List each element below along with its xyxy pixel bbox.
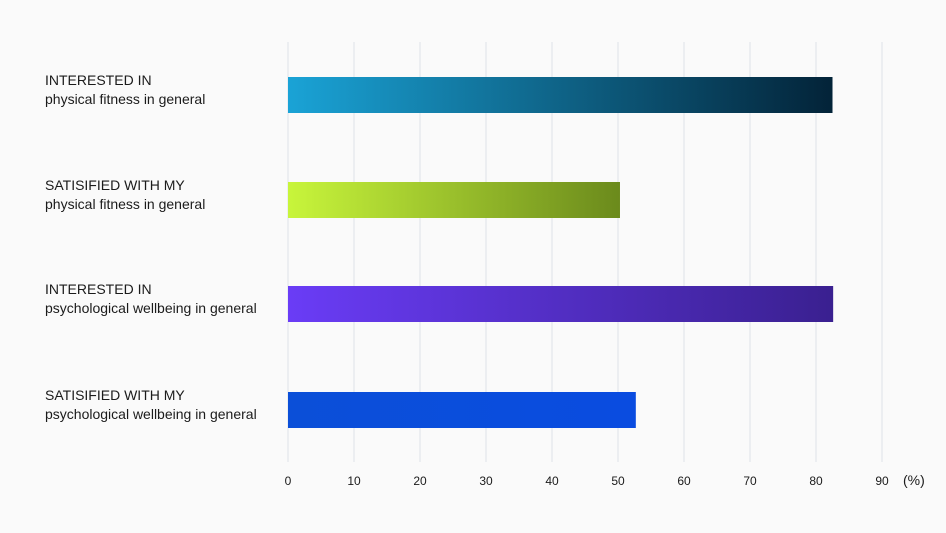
category-label-1: SATISIFIED WITH MY physical fitness in ge…: [45, 177, 205, 212]
x-tick-label: 30: [479, 474, 493, 488]
category-label-heading: INTERESTED IN: [45, 72, 152, 88]
x-axis-ticks: 0 10 20 30 40 50 60 70 80 90: [285, 474, 889, 488]
bar-1: [288, 182, 620, 218]
x-tick-label: 40: [545, 474, 559, 488]
category-label-0: INTERESTED IN physical fitness in general: [45, 72, 205, 107]
x-tick-label: 50: [611, 474, 625, 488]
x-tick-label: 60: [677, 474, 691, 488]
category-labels: INTERESTED IN physical fitness in general…: [45, 72, 257, 422]
bar-2: [288, 286, 834, 322]
x-tick-label: 20: [413, 474, 427, 488]
category-label-subtext: psychological wellbeing in general: [45, 300, 257, 316]
x-tick-label: 80: [809, 474, 823, 488]
bars: [288, 77, 834, 428]
x-tick-label: 90: [875, 474, 889, 488]
category-label-heading: SATISIFIED WITH MY: [45, 177, 185, 193]
x-tick-label: 0: [285, 474, 292, 488]
category-label-3: SATISIFIED WITH MY psychological wellbein…: [45, 387, 257, 422]
category-label-heading: INTERESTED IN: [45, 281, 152, 297]
category-label-subtext: physical fitness in general: [45, 196, 205, 212]
category-label-subtext: psychological wellbeing in general: [45, 406, 257, 422]
x-axis-unit-label: (%): [903, 472, 925, 488]
x-tick-label: 70: [743, 474, 757, 488]
bar-0: [288, 77, 833, 113]
category-label-heading: SATISIFIED WITH MY: [45, 387, 185, 403]
x-tick-label: 10: [347, 474, 361, 488]
bar-3: [288, 392, 636, 428]
category-label-subtext: physical fitness in general: [45, 91, 205, 107]
category-label-2: INTERESTED IN psychological wellbeing in …: [45, 281, 257, 316]
